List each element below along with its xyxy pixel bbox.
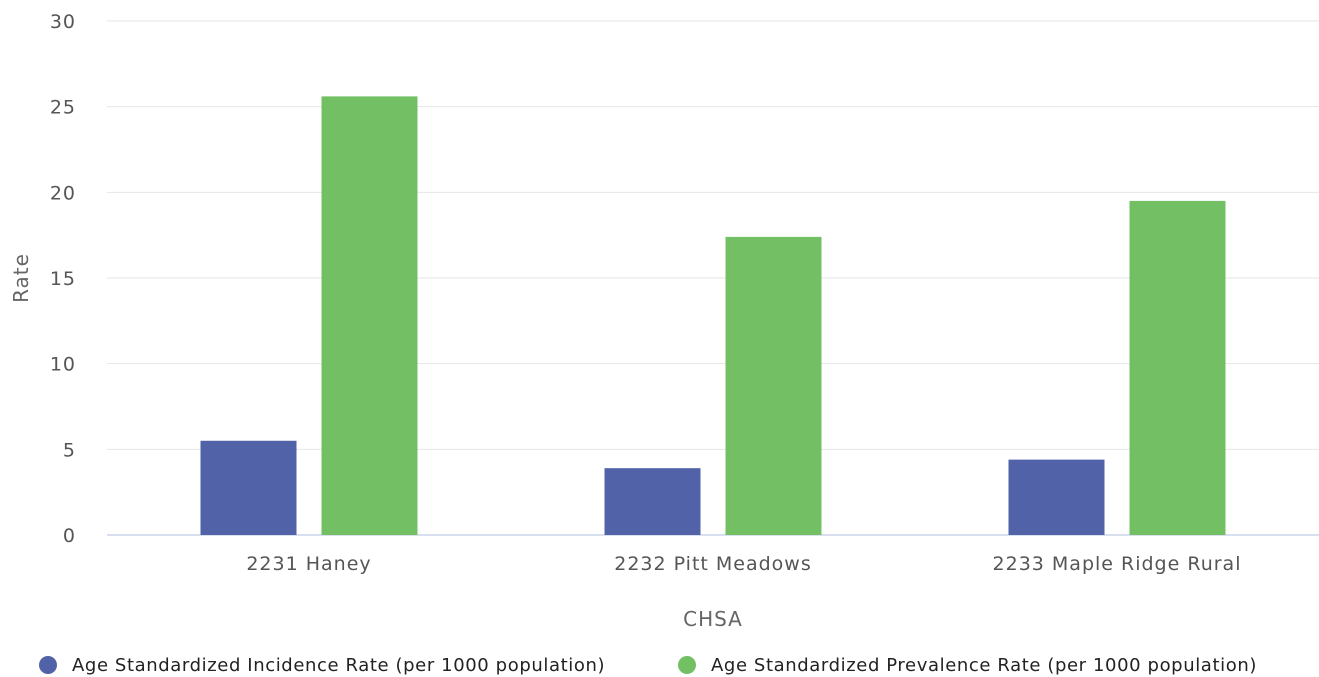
y-tick-label: 0 bbox=[63, 525, 76, 547]
bar-prevalence[interactable] bbox=[1129, 200, 1226, 535]
y-tick-label: 5 bbox=[63, 439, 76, 461]
bar-prevalence[interactable] bbox=[321, 96, 418, 536]
y-axis-ticks: 0 5 10 15 20 25 30 bbox=[50, 11, 76, 547]
y-axis-title: Rate bbox=[9, 253, 33, 303]
x-tick-label: 2233 Maple Ridge Rural bbox=[993, 553, 1242, 575]
legend: Age Standardized Incidence Rate (per 100… bbox=[39, 655, 1257, 676]
legend-item-prevalence[interactable]: Age Standardized Prevalence Rate (per 10… bbox=[678, 655, 1257, 676]
y-tick-label: 20 bbox=[50, 182, 76, 204]
x-axis-ticks: 2231 Haney 2232 Pitt Meadows 2233 Maple Ri… bbox=[246, 553, 1242, 575]
legend-label: Age Standardized Prevalence Rate (per 10… bbox=[711, 655, 1257, 676]
y-tick-label: 25 bbox=[50, 97, 76, 119]
y-tick-label: 10 bbox=[50, 354, 76, 376]
bar-prevalence[interactable] bbox=[725, 236, 822, 535]
bar-incidence[interactable] bbox=[604, 468, 701, 535]
legend-marker bbox=[678, 656, 696, 674]
gridlines bbox=[107, 20, 1319, 536]
x-axis-title: CHSA bbox=[683, 607, 743, 631]
x-tick-label: 2231 Haney bbox=[246, 553, 371, 575]
y-tick-label: 30 bbox=[50, 11, 76, 33]
legend-item-incidence[interactable]: Age Standardized Incidence Rate (per 100… bbox=[39, 655, 605, 676]
bars bbox=[200, 96, 1226, 536]
legend-marker bbox=[39, 656, 57, 674]
x-tick-label: 2232 Pitt Meadows bbox=[614, 553, 812, 575]
y-tick-label: 15 bbox=[50, 268, 76, 290]
legend-label: Age Standardized Incidence Rate (per 100… bbox=[72, 655, 605, 676]
bar-incidence[interactable] bbox=[200, 440, 297, 535]
bar-incidence[interactable] bbox=[1008, 459, 1105, 535]
